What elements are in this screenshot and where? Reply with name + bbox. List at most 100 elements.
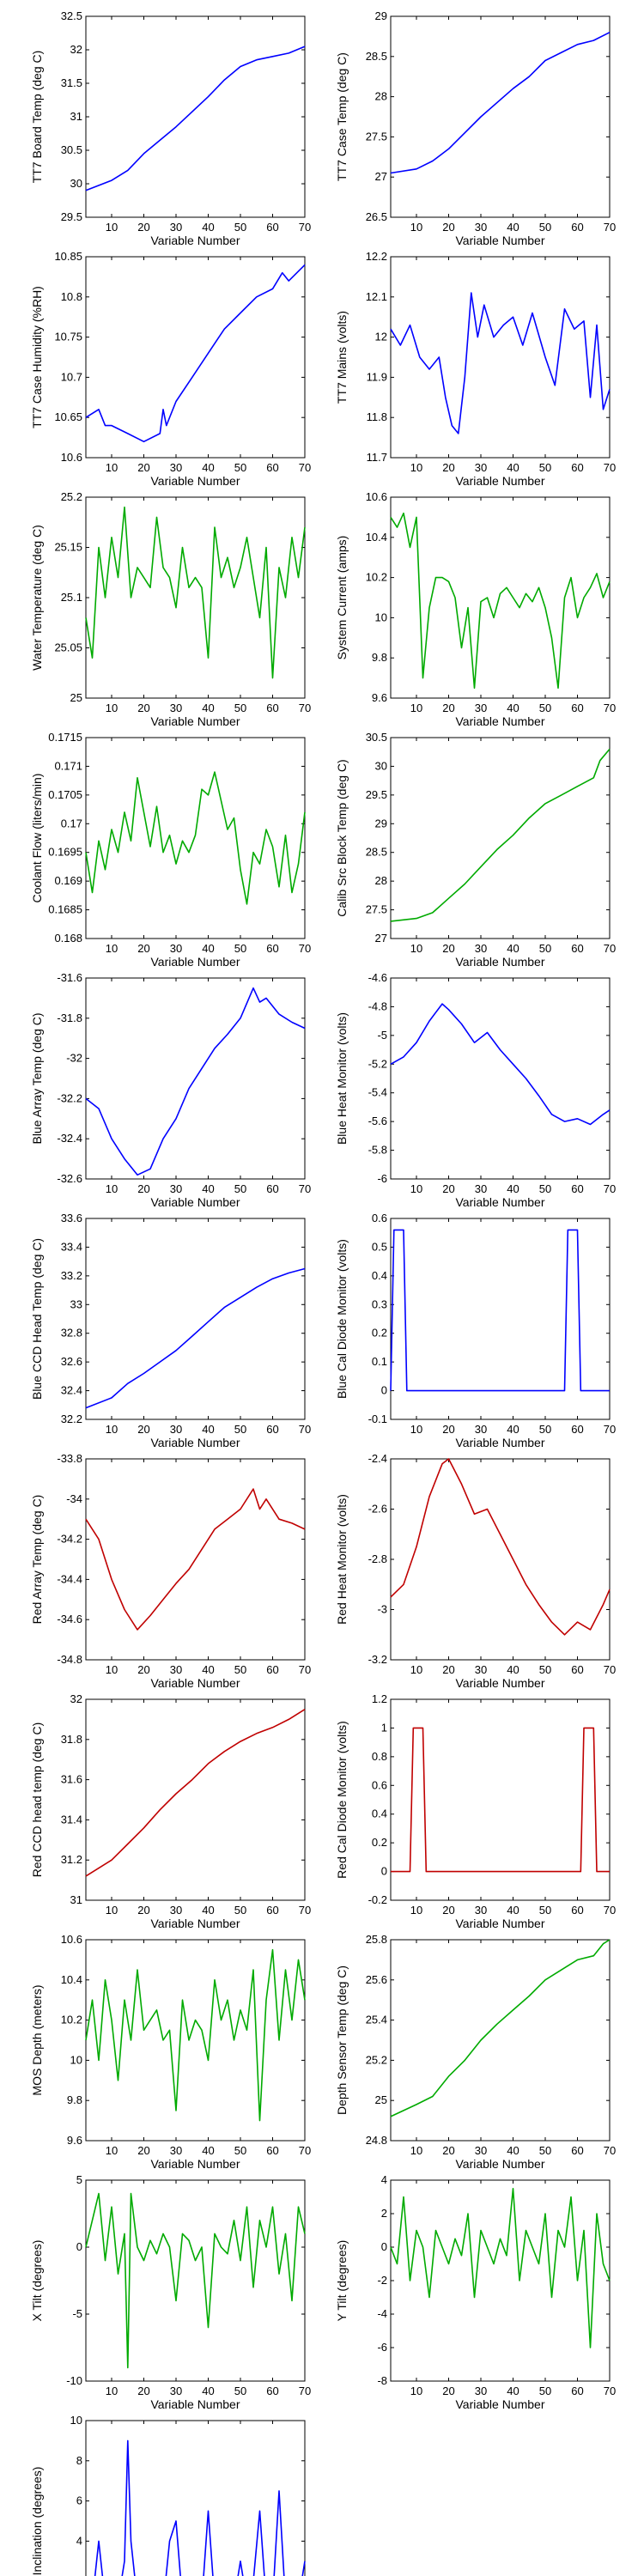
y-tick-label: 0.5 xyxy=(372,1240,387,1253)
y-tick-label: 0.1715 xyxy=(48,731,82,744)
y-tick-label: -5 xyxy=(377,1029,387,1042)
series-line-0 xyxy=(390,1458,611,1636)
x-tick-label: 30 xyxy=(170,461,182,474)
x-tick-label: 50 xyxy=(539,2385,551,2397)
x-tick-label: 20 xyxy=(137,942,149,955)
plot-frame xyxy=(390,496,611,699)
x-tick-label: 40 xyxy=(202,1663,214,1676)
y-tick-label: -34.2 xyxy=(57,1533,82,1546)
chart-panel-5: 10 20 30 40 50 60 70 9.6 9.8 10 10.2 10.4 10.6 Variab… xyxy=(335,490,616,728)
y-tick-label: 9.8 xyxy=(67,2093,82,2106)
y-tick-label: -10 xyxy=(66,2374,82,2387)
chart-panel-11: 10 20 30 40 50 60 70 -0.1 0 0.1 0.2 0.3 0.4 0.5 0.6 Var… xyxy=(335,1212,616,1449)
x-tick-label: 30 xyxy=(475,942,487,955)
x-axis-label: Variable Number xyxy=(150,1195,240,1209)
y-tick-label: 6 xyxy=(76,2494,82,2507)
y-tick-label: 11.8 xyxy=(367,410,387,423)
series-line-0 xyxy=(85,264,306,443)
y-tick-label: 9.6 xyxy=(67,2134,82,2147)
x-tick-label: 70 xyxy=(299,942,311,955)
y-tick-label: 26.5 xyxy=(366,210,387,223)
y-tick-label: -32 xyxy=(66,1052,82,1065)
y-tick-label: 31.4 xyxy=(61,1813,82,1826)
x-tick-label: 30 xyxy=(475,1904,487,1917)
x-tick-label: 50 xyxy=(234,2385,246,2397)
y-axis-label: Red CCD head temp (deg C) xyxy=(30,1722,44,1878)
x-tick-label: 60 xyxy=(571,1182,583,1195)
y-tick-label: 31.6 xyxy=(61,1773,82,1786)
plot-frame xyxy=(85,977,306,1180)
x-tick-label: 50 xyxy=(234,1663,246,1676)
x-tick-label: 10 xyxy=(106,942,118,955)
y-tick-label: 2 xyxy=(381,2207,387,2220)
y-tick-label: 29 xyxy=(375,9,387,22)
x-tick-label: 60 xyxy=(266,2144,278,2157)
x-tick-label: 20 xyxy=(137,1663,149,1676)
y-tick-label: 10.6 xyxy=(61,451,82,464)
x-tick-label: 20 xyxy=(137,2144,149,2157)
y-tick-label: -5.2 xyxy=(368,1057,387,1070)
y-tick-label: 10 xyxy=(70,2414,82,2427)
y-tick-label: 25.6 xyxy=(366,1973,387,1986)
plot-frame xyxy=(390,256,611,459)
x-tick-label: 50 xyxy=(539,461,551,474)
y-tick-label: -31.8 xyxy=(57,1012,82,1024)
x-tick-label: 10 xyxy=(106,1663,118,1676)
series-line-0 xyxy=(85,506,306,679)
chart-panel-7: 10 20 30 40 50 60 70 27 27.5 28 28.5 29 29.5 30 30.5 Va… xyxy=(335,731,616,969)
y-tick-label: 0.171 xyxy=(54,759,82,772)
x-axis-label: Variable Number xyxy=(455,1436,544,1449)
y-tick-label: 10.6 xyxy=(366,490,387,503)
y-tick-label: 10.65 xyxy=(54,410,82,423)
y-tick-label: 12.2 xyxy=(366,250,387,263)
series-line-0 xyxy=(390,1003,611,1126)
series-line-0 xyxy=(391,1727,610,1873)
y-tick-label: -2.8 xyxy=(368,1552,387,1565)
x-tick-label: 60 xyxy=(571,461,583,474)
plot-frame xyxy=(390,977,611,1180)
x-tick-label: 60 xyxy=(571,1423,583,1436)
x-tick-label: 30 xyxy=(170,1904,182,1917)
x-tick-label: 70 xyxy=(604,221,616,234)
y-tick-label: 11.9 xyxy=(367,370,387,383)
x-tick-label: 20 xyxy=(137,1904,149,1917)
y-tick-label: -3.2 xyxy=(368,1653,387,1666)
y-tick-label: 0.1695 xyxy=(48,846,82,859)
y-tick-label: -32.6 xyxy=(57,1172,82,1185)
x-tick-label: 10 xyxy=(410,221,422,234)
y-tick-label: 0 xyxy=(381,1865,387,1878)
y-tick-label: 10 xyxy=(375,611,387,623)
y-tick-label: 27 xyxy=(375,932,387,945)
x-tick-label: 20 xyxy=(442,221,454,234)
y-tick-label: 25.05 xyxy=(54,641,82,654)
y-tick-label: 25.2 xyxy=(366,2053,387,2066)
y-tick-label: 0.8 xyxy=(372,1750,387,1763)
x-tick-label: 40 xyxy=(507,221,519,234)
y-tick-label: -4 xyxy=(377,2307,387,2320)
y-tick-label: 33.6 xyxy=(61,1212,82,1224)
chart-panel-8: 10 20 30 40 50 60 70 -32.6 -32.4 -32.2 -32 -31.8 -31… xyxy=(30,971,311,1209)
y-tick-label: 4 xyxy=(76,2534,82,2547)
x-tick-label: 70 xyxy=(299,702,311,714)
chart-panel-17: 10 20 30 40 50 60 70 24.8 25 25.2 25.4 25.6 25.8 Vari… xyxy=(335,1933,616,2171)
x-tick-label: 50 xyxy=(234,1423,246,1436)
series-line-0 xyxy=(390,292,611,434)
x-tick-label: 10 xyxy=(410,2385,422,2397)
y-tick-label: -34.8 xyxy=(57,1653,82,1666)
x-tick-label: 70 xyxy=(604,1663,616,1676)
x-tick-label: 60 xyxy=(571,1904,583,1917)
x-tick-label: 10 xyxy=(106,2385,118,2397)
x-tick-label: 50 xyxy=(539,1423,551,1436)
y-axis-label: TT7 Case Humidity (%RH) xyxy=(30,286,44,428)
x-tick-label: 60 xyxy=(266,942,278,955)
x-tick-label: 20 xyxy=(442,1904,454,1917)
x-tick-label: 70 xyxy=(299,2144,311,2157)
x-tick-label: 40 xyxy=(507,1904,519,1917)
y-tick-label: 0.6 xyxy=(372,1778,387,1791)
y-tick-label: -32.4 xyxy=(57,1132,82,1145)
x-tick-label: 30 xyxy=(475,221,487,234)
x-tick-label: 30 xyxy=(475,1182,487,1195)
chart-panel-10: 10 20 30 40 50 60 70 32.2 32.4 32.6 32.8 33 33.2 33.4… xyxy=(30,1212,311,1449)
y-tick-label: 0.168 xyxy=(54,932,82,945)
x-tick-label: 40 xyxy=(202,461,214,474)
